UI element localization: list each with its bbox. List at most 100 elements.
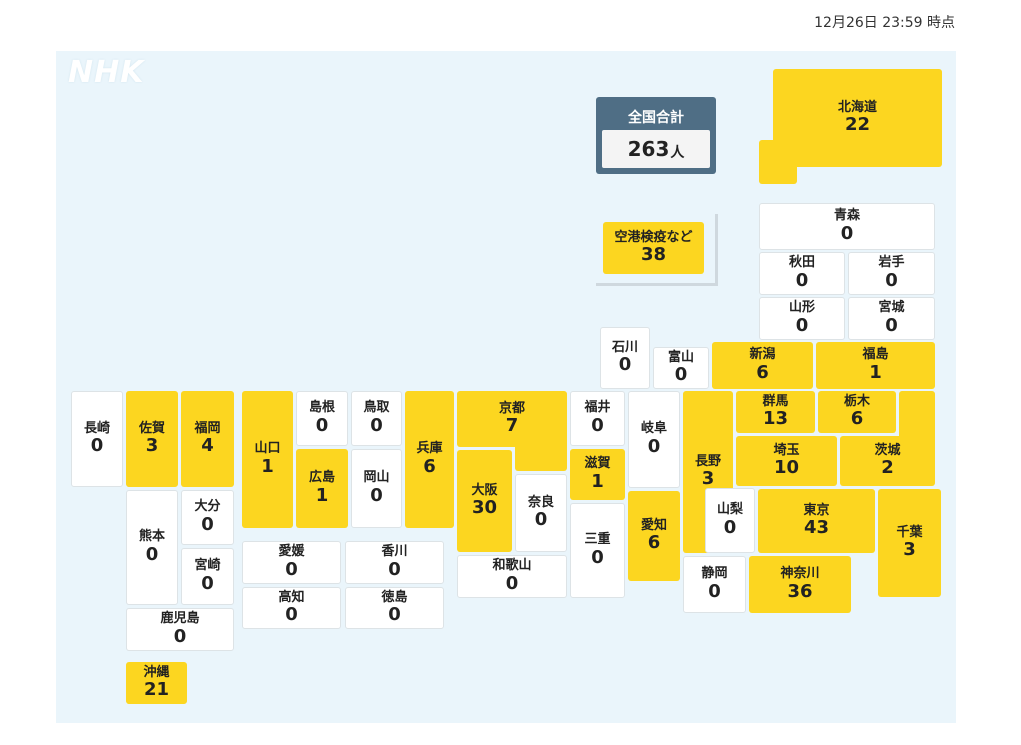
pref-count: 0 — [370, 484, 383, 506]
pref-hiroshima[interactable]: 広島 1 — [296, 449, 348, 528]
national-total-count: 263 — [627, 137, 670, 161]
pref-count: 3 — [145, 435, 159, 457]
pref-name: 三重 — [584, 532, 611, 548]
pref-name: 青森 — [833, 208, 860, 224]
pref-name: 広島 — [308, 470, 335, 486]
pref-okayama[interactable]: 岡山 0 — [351, 449, 402, 528]
pref-ibaraki[interactable]: 茨城 2 — [840, 436, 935, 486]
pref-count: 2 — [881, 457, 894, 479]
pref-count: 0 — [591, 546, 604, 568]
pref-name: 静岡 — [701, 566, 728, 582]
pref-akita[interactable]: 秋田 0 — [759, 252, 845, 295]
pref-nara[interactable]: 奈良 0 — [515, 474, 567, 552]
pref-fukui[interactable]: 福井 0 — [570, 391, 625, 446]
pref-toyama[interactable]: 富山 0 — [653, 347, 709, 389]
pref-count: 0 — [674, 364, 688, 386]
pref-name: 佐賀 — [138, 420, 165, 436]
pref-kanagawa[interactable]: 神奈川 36 — [749, 556, 851, 613]
pref-hyogo[interactable]: 兵庫 6 — [405, 391, 454, 528]
pref-count: 0 — [285, 558, 298, 580]
pref-name: 新潟 — [749, 347, 776, 363]
pref-name: 福島 — [862, 347, 889, 363]
pref-miyagi[interactable]: 宮城 0 — [848, 297, 935, 340]
pref-count: 0 — [370, 414, 383, 436]
pref-kyoto-bottom — [515, 420, 567, 471]
pref-name: 山口 — [254, 441, 281, 457]
pref-kagawa[interactable]: 香川 0 — [345, 541, 444, 584]
pref-oita[interactable]: 大分 0 — [181, 490, 234, 545]
pref-name: 石川 — [611, 339, 638, 355]
pref-tochigi[interactable]: 栃木 6 — [818, 391, 896, 433]
pref-name: 鹿児島 — [160, 611, 200, 627]
pref-aichi[interactable]: 愛知 6 — [628, 491, 680, 581]
pref-name: 鳥取 — [363, 400, 390, 416]
pref-gifu[interactable]: 岐阜 0 — [628, 391, 680, 488]
pref-shimane[interactable]: 島根 0 — [296, 391, 348, 446]
pref-count: 0 — [388, 604, 401, 626]
pref-name: 奈良 — [527, 494, 554, 510]
pref-nagasaki[interactable]: 長崎 0 — [71, 391, 123, 487]
pref-name: 大阪 — [471, 482, 498, 498]
pref-okinawa[interactable]: 沖縄 21 — [126, 662, 187, 704]
pref-name: 宮城 — [878, 300, 905, 316]
pref-count: 1 — [261, 455, 274, 477]
pref-miyazaki[interactable]: 宮崎 0 — [181, 548, 234, 605]
pref-yamaguchi[interactable]: 山口 1 — [242, 391, 293, 528]
pref-gunma[interactable]: 群馬 13 — [736, 391, 815, 433]
pref-yamagata[interactable]: 山形 0 — [759, 297, 845, 340]
pref-kochi[interactable]: 高知 0 — [242, 587, 341, 629]
pref-airport-quarantine[interactable]: 空港検疫など 38 — [603, 222, 704, 274]
pref-kagoshima[interactable]: 鹿児島 0 — [126, 608, 234, 651]
pref-count: 6 — [850, 408, 864, 430]
pref-tottori[interactable]: 鳥取 0 — [351, 391, 402, 446]
pref-count: 0 — [534, 509, 548, 531]
pref-count: 0 — [173, 625, 187, 647]
pref-name: 空港検疫など — [614, 229, 693, 245]
pref-name: 山形 — [788, 300, 815, 316]
pref-count: 1 — [591, 470, 604, 492]
pref-count: 0 — [591, 414, 604, 436]
pref-niigata[interactable]: 新潟 6 — [712, 342, 813, 389]
pref-kumamoto[interactable]: 熊本 0 — [126, 490, 178, 605]
pref-name: 愛媛 — [278, 544, 305, 560]
pref-name: 沖縄 — [143, 664, 170, 680]
pref-yamanashi[interactable]: 山梨 0 — [705, 488, 755, 553]
pref-iwate[interactable]: 岩手 0 — [848, 252, 935, 295]
pref-saga[interactable]: 佐賀 3 — [126, 391, 178, 487]
pref-aomori[interactable]: 青森 0 — [759, 203, 935, 250]
pref-saitama[interactable]: 埼玉 10 — [736, 436, 837, 486]
pref-name: 島根 — [308, 400, 335, 416]
pref-tokushima[interactable]: 徳島 0 — [345, 587, 444, 629]
pref-osaka[interactable]: 大阪 30 — [457, 450, 512, 552]
pref-mie[interactable]: 三重 0 — [570, 503, 625, 598]
pref-wakayama[interactable]: 和歌山 0 — [457, 555, 567, 598]
pref-name: 秋田 — [788, 255, 815, 271]
pref-kyoto[interactable]: 京都 7 — [457, 391, 567, 447]
pref-count: 0 — [723, 516, 737, 538]
pref-hokkaido[interactable]: 北海道 22 — [773, 69, 942, 167]
pref-tokyo[interactable]: 東京 43 — [758, 489, 875, 553]
pref-count: 10 — [773, 457, 800, 479]
pref-fukuoka[interactable]: 福岡 4 — [181, 391, 234, 487]
pref-name: 千葉 — [896, 524, 923, 540]
pref-shizuoka[interactable]: 静岡 0 — [683, 556, 746, 613]
pref-count: 13 — [762, 408, 789, 430]
pref-count: 43 — [803, 517, 830, 539]
pref-name: 神奈川 — [780, 566, 820, 582]
pref-ishikawa[interactable]: 石川 0 — [600, 327, 650, 389]
pref-count: 21 — [143, 679, 170, 701]
pref-fukushima[interactable]: 福島 1 — [816, 342, 935, 389]
pref-chiba[interactable]: 千葉 3 — [878, 489, 941, 597]
pref-count: 38 — [640, 244, 667, 266]
pref-ehime[interactable]: 愛媛 0 — [242, 541, 341, 584]
pref-name: 富山 — [667, 349, 694, 365]
pref-name: 宮崎 — [194, 558, 221, 574]
national-total-box: 全国合計 263 人 — [596, 97, 716, 174]
pref-name: 群馬 — [762, 393, 789, 409]
pref-name: 大分 — [194, 499, 221, 515]
pref-name: 兵庫 — [416, 441, 443, 457]
pref-count: 4 — [201, 435, 214, 457]
pref-count: 7 — [505, 415, 519, 437]
pref-shiga[interactable]: 滋賀 1 — [570, 449, 625, 500]
pref-count: 0 — [315, 414, 329, 436]
